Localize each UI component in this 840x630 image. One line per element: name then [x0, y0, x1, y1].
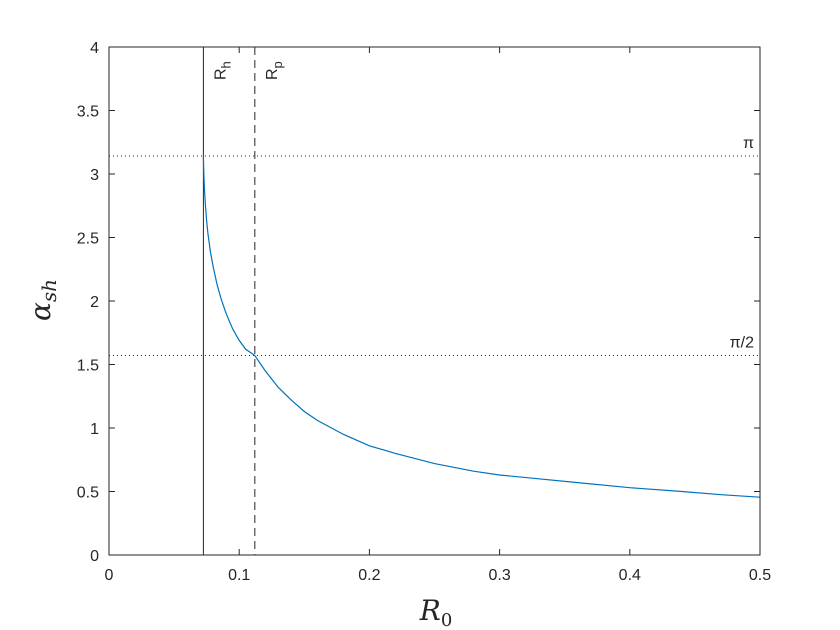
x-tick-label: 0.4	[619, 567, 641, 584]
hline-label-0: π	[743, 135, 754, 152]
y-tick-label: 2	[90, 294, 99, 311]
y-tick-label: 2.5	[77, 231, 99, 248]
hline-label-1: π/2	[730, 335, 754, 352]
y-tick-label: 1.5	[77, 358, 99, 375]
x-tick-label: 0.3	[488, 567, 510, 584]
y-axis-title: αsh	[24, 279, 61, 321]
y-tick-label: 4	[90, 40, 99, 57]
x-axis-title: R0	[419, 594, 453, 630]
vline-label-1: Rp	[264, 61, 285, 80]
y-tick-label: 0.5	[77, 485, 99, 502]
ticks: 0 0.1 0.2 0.3 0.4 0.5 0 0.5 1 1.5 2 2.5 3 3.5 4	[77, 40, 771, 584]
y-tick-label: 3.5	[77, 104, 99, 121]
x-tick-label: 0	[105, 567, 114, 584]
plot-area	[109, 47, 760, 555]
vline-label-0: Rh	[212, 61, 233, 80]
annotations: π π/2 Rh Rp	[212, 61, 754, 351]
y-tick-label: 0	[90, 548, 99, 565]
reference-lines	[109, 47, 760, 555]
y-tick-label: 1	[90, 421, 99, 438]
x-tick-label: 0.5	[749, 567, 771, 584]
x-tick-label: 0.1	[228, 567, 250, 584]
x-tick-label: 0.2	[358, 567, 380, 584]
series-layer	[202, 156, 761, 498]
y-tick-label: 3	[90, 167, 99, 184]
series-line-0	[202, 156, 761, 498]
